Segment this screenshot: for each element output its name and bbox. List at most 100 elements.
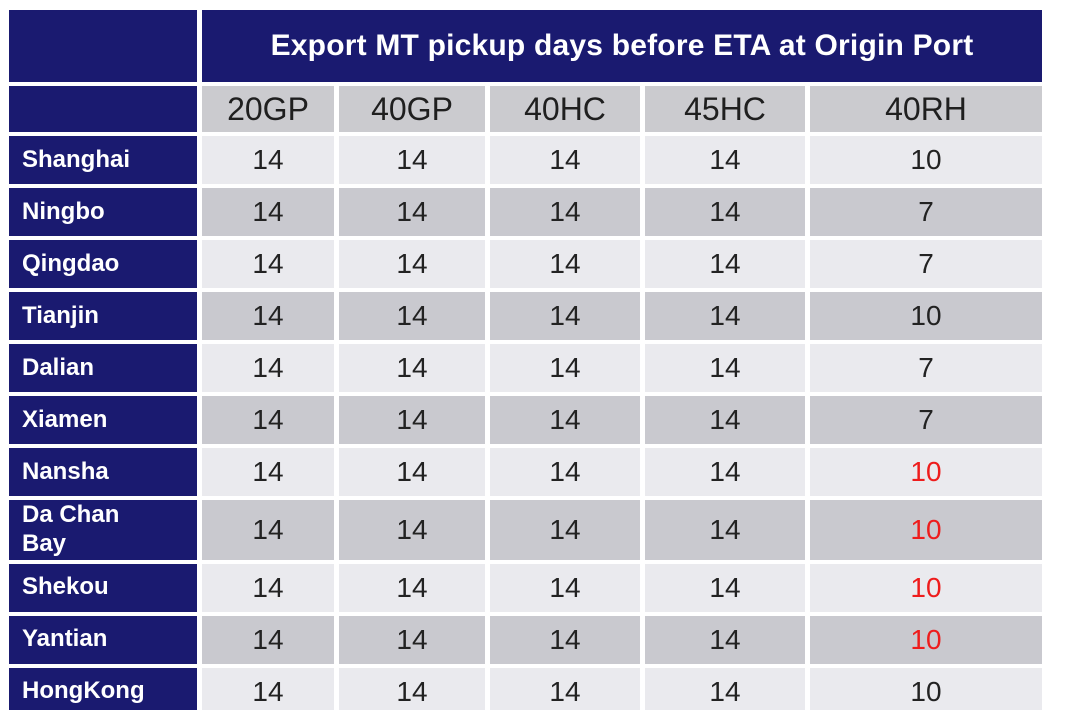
port-cell-dalian: Dalian [9, 344, 197, 392]
value-cell-dalian-20gp: 14 [202, 344, 334, 392]
value-cell-shanghai-40gp: 14 [339, 136, 485, 184]
port-cell-hongkong: HongKong [9, 667, 197, 710]
value-cell-yantian-20gp: 14 [202, 615, 334, 664]
port-label: Tianjin [22, 301, 99, 329]
value-cell-hongkong-40gp: 14 [339, 667, 485, 710]
value-cell-hongkong-40rh: 10 [810, 667, 1042, 710]
value-cell-tianjin-40gp: 14 [339, 292, 485, 340]
value-cell-dalian-40gp: 14 [339, 344, 485, 392]
value-cell-shekou-20gp: 14 [202, 563, 334, 612]
port-cell-tianjin: Tianjin [9, 292, 197, 340]
port-cell-qingdao: Qingdao [9, 240, 197, 288]
value-cell-qingdao-40rh: 7 [810, 240, 1042, 288]
port-label: HongKong [22, 677, 145, 705]
column-header-20gp: 20GP [202, 86, 334, 132]
value-cell-yantian-40gp: 14 [339, 615, 485, 664]
value-cell-xiamen-45hc: 14 [645, 396, 805, 444]
value-cell-ningbo-40gp: 14 [339, 188, 485, 236]
value-cell-shekou-40hc: 14 [490, 563, 640, 612]
port-label: Xiamen [22, 405, 108, 433]
value-cell-tianjin-45hc: 14 [645, 292, 805, 340]
column-header-40gp: 40GP [339, 86, 485, 132]
value-cell-hongkong-45hc: 14 [645, 667, 805, 710]
value-cell-yantian-40hc: 14 [490, 615, 640, 664]
table-row-yantian: Yantian 14 14 14 14 10 [9, 615, 1042, 664]
value-cell-shekou-45hc: 14 [645, 563, 805, 612]
table-row-qingdao: Qingdao 14 14 14 14 7 [9, 240, 1042, 288]
column-header-45hc: 45HC [645, 86, 805, 132]
value-cell-da-chan-bay-20gp: 14 [202, 500, 334, 560]
value-cell-da-chan-bay-40gp: 14 [339, 500, 485, 560]
value-cell-shanghai-40rh: 10 [810, 136, 1042, 184]
port-label: Dalian [22, 353, 95, 381]
value-cell-hongkong-20gp: 14 [202, 667, 334, 710]
table-row-hongkong: HongKong 14 14 14 14 10 [9, 667, 1042, 710]
value-cell-qingdao-40hc: 14 [490, 240, 640, 288]
value-cell-da-chan-bay-40hc: 14 [490, 500, 640, 560]
table-row-da-chan-bay: Da Chan Bay 14 14 14 14 10 [9, 500, 1042, 560]
value-cell-ningbo-40rh: 7 [810, 188, 1042, 236]
value-cell-nansha-20gp: 14 [202, 448, 334, 496]
port-cell-yantian: Yantian [9, 615, 197, 664]
table-row-nansha: Nansha 14 14 14 14 10 [9, 448, 1042, 496]
value-cell-da-chan-bay-45hc: 14 [645, 500, 805, 560]
port-cell-nansha: Nansha [9, 448, 197, 496]
value-cell-yantian-40rh: 10 [810, 615, 1042, 664]
value-cell-dalian-40hc: 14 [490, 344, 640, 392]
value-cell-tianjin-20gp: 14 [202, 292, 334, 340]
table-row-dalian: Dalian 14 14 14 14 7 [9, 344, 1042, 392]
port-label: Ningbo [22, 197, 105, 225]
value-cell-yantian-45hc: 14 [645, 615, 805, 664]
value-cell-dalian-40rh: 7 [810, 344, 1042, 392]
value-cell-nansha-40gp: 14 [339, 448, 485, 496]
value-cell-qingdao-20gp: 14 [202, 240, 334, 288]
value-cell-nansha-40rh: 10 [810, 448, 1042, 496]
port-cell-xiamen: Xiamen [9, 396, 197, 444]
table-row-tianjin: Tianjin 14 14 14 14 10 [9, 292, 1042, 340]
column-header-40hc: 40HC [490, 86, 640, 132]
port-label: Da Chan Bay [22, 501, 120, 557]
value-cell-shanghai-20gp: 14 [202, 136, 334, 184]
value-cell-shekou-40rh: 10 [810, 563, 1042, 612]
port-cell-shanghai: Shanghai [9, 136, 197, 184]
value-cell-nansha-40hc: 14 [490, 448, 640, 496]
corner-cell [9, 10, 197, 82]
port-column-header-cell [9, 86, 197, 132]
column-header-40rh: 40RH [810, 86, 1042, 132]
value-cell-nansha-45hc: 14 [645, 448, 805, 496]
value-cell-hongkong-40hc: 14 [490, 667, 640, 710]
value-cell-tianjin-40hc: 14 [490, 292, 640, 340]
value-cell-xiamen-40rh: 7 [810, 396, 1042, 444]
port-label: Qingdao [22, 249, 120, 277]
value-cell-qingdao-45hc: 14 [645, 240, 805, 288]
column-header-row: 20GP 40GP 40HC 45HC 40RH [9, 86, 1042, 132]
value-cell-shanghai-40hc: 14 [490, 136, 640, 184]
value-cell-shanghai-45hc: 14 [645, 136, 805, 184]
value-cell-ningbo-40hc: 14 [490, 188, 640, 236]
port-cell-ningbo: Ningbo [9, 188, 197, 236]
port-label: Yantian [22, 625, 108, 653]
table-title: Export MT pickup days before ETA at Orig… [202, 10, 1042, 82]
value-cell-ningbo-20gp: 14 [202, 188, 334, 236]
value-cell-xiamen-40hc: 14 [490, 396, 640, 444]
pickup-days-table: Export MT pickup days before ETA at Orig… [4, 6, 1047, 710]
port-label: Nansha [22, 457, 109, 485]
value-cell-shekou-40gp: 14 [339, 563, 485, 612]
title-row: Export MT pickup days before ETA at Orig… [9, 10, 1042, 82]
table-row-ningbo: Ningbo 14 14 14 14 7 [9, 188, 1042, 236]
port-cell-shekou: Shekou [9, 563, 197, 612]
table-row-shanghai: Shanghai 14 14 14 14 10 [9, 136, 1042, 184]
port-label: Shekou [22, 573, 109, 601]
table-row-shekou: Shekou 14 14 14 14 10 [9, 563, 1042, 612]
value-cell-tianjin-40rh: 10 [810, 292, 1042, 340]
value-cell-dalian-45hc: 14 [645, 344, 805, 392]
value-cell-da-chan-bay-40rh: 10 [810, 500, 1042, 560]
port-label: Shanghai [22, 145, 131, 173]
table-row-xiamen: Xiamen 14 14 14 14 7 [9, 396, 1042, 444]
value-cell-xiamen-40gp: 14 [339, 396, 485, 444]
port-cell-da-chan-bay: Da Chan Bay [9, 500, 197, 560]
value-cell-xiamen-20gp: 14 [202, 396, 334, 444]
value-cell-ningbo-45hc: 14 [645, 188, 805, 236]
value-cell-qingdao-40gp: 14 [339, 240, 485, 288]
